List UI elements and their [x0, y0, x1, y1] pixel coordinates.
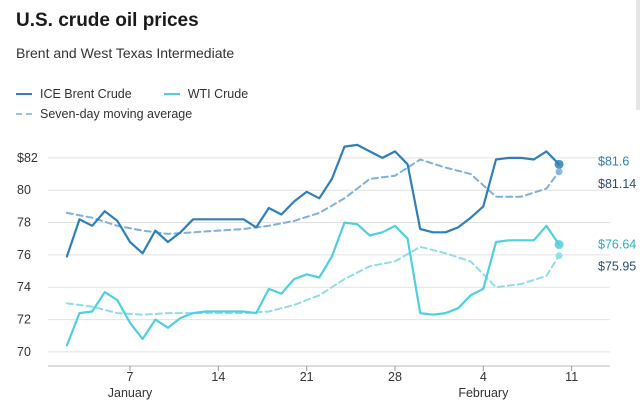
- y-tick-label: 74: [17, 280, 31, 294]
- series-line-wti-moving-average: [65, 245, 560, 316]
- x-month-label: February: [458, 386, 509, 400]
- series-line-wti: [65, 221, 561, 347]
- legend-swatch-wti: [163, 93, 180, 95]
- y-tick-label: $82: [17, 151, 38, 165]
- legend-item-moving-average[interactable]: Seven-day moving average: [16, 107, 192, 121]
- legend-item-wti[interactable]: WTI Crude: [163, 87, 249, 101]
- scrollbar[interactable]: [636, 0, 640, 110]
- x-tick-label: 7: [127, 370, 134, 384]
- x-tick-label: 4: [480, 370, 487, 384]
- legend-swatch-moving-average: [16, 113, 32, 115]
- x-tick-label: 21: [300, 370, 314, 384]
- end-marker-wti-moving-average: [555, 252, 563, 260]
- y-tick-label: 78: [17, 216, 31, 230]
- x-tick-label: 28: [388, 370, 402, 384]
- x-tick-label: 14: [211, 370, 225, 384]
- x-tick-label: 11: [565, 370, 578, 384]
- legend-swatch-brent: [16, 93, 32, 95]
- y-tick-label: 80: [17, 183, 31, 197]
- end-label-brent: $81.6: [598, 154, 629, 168]
- end-label-wti-moving-average: $75.95: [598, 260, 636, 274]
- end-label-wti: $76.64: [598, 238, 636, 252]
- x-month-label: January: [108, 386, 153, 400]
- end-label-brent-moving-average: $81.14: [598, 177, 636, 191]
- legend-row-bottom: Seven-day moving average: [16, 104, 280, 124]
- legend-item-brent[interactable]: ICE Brent Crude: [16, 87, 132, 101]
- end-marker-brent-moving-average: [555, 168, 563, 176]
- end-marker-brent: [554, 159, 564, 169]
- series-line-brent-moving-average: [65, 158, 560, 235]
- legend-label-moving-average: Seven-day moving average: [40, 107, 193, 121]
- chart-title: U.S. crude oil prices: [16, 10, 199, 31]
- chart-subtitle: Brent and West Texas Intermediate: [16, 45, 235, 61]
- chart-legend: ICE Brent Crude WTI Crude Seven-day movi…: [16, 84, 280, 124]
- series-line-brent: [65, 143, 561, 258]
- legend-label-wti: WTI Crude: [187, 87, 249, 101]
- y-tick-label: 70: [17, 345, 31, 359]
- y-tick-label: 76: [17, 248, 31, 262]
- y-tick-label: 72: [17, 313, 31, 327]
- legend-label-brent: ICE Brent Crude: [40, 87, 132, 101]
- legend-row-top: ICE Brent Crude WTI Crude: [16, 84, 280, 104]
- end-marker-wti: [554, 240, 564, 250]
